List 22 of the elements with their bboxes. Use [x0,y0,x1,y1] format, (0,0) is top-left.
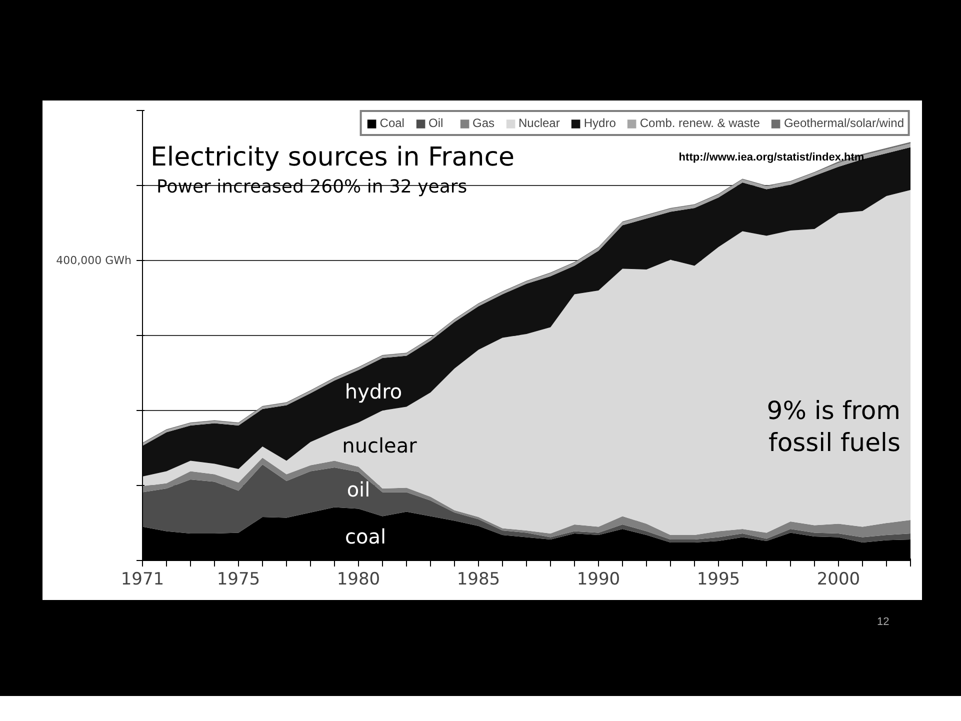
legend-label: Oil [428,116,444,130]
annotation: hydro [344,380,402,404]
legend-label: Gas [472,116,494,130]
x-tick-label: 1980 [336,570,380,590]
y-tick-label: 400,000 GWh [56,254,132,267]
annotation: coal [344,524,386,548]
annotation: oil [346,478,370,502]
x-tick-label: 1985 [456,570,500,590]
x-tick-label: 2000 [816,570,860,590]
legend-label: Comb. renew. & waste [640,116,760,130]
annotation: nuclear [342,434,418,458]
text: Electricity sources in France [150,142,514,172]
legend-label: Coal [380,116,404,130]
annotation: 9% is from fossil fuels [766,396,901,457]
text: 12 [877,615,890,630]
x-tick-label: 1971 [120,570,164,590]
x-tick-label: 1990 [576,570,620,590]
legend-label: Nuclear [518,116,560,130]
legend-label: Hydro [584,116,616,130]
x-tick-label: 1975 [216,570,260,590]
x-tick-label: 1995 [696,570,740,590]
legend-label: Geothermal/solar/wind [784,116,904,130]
